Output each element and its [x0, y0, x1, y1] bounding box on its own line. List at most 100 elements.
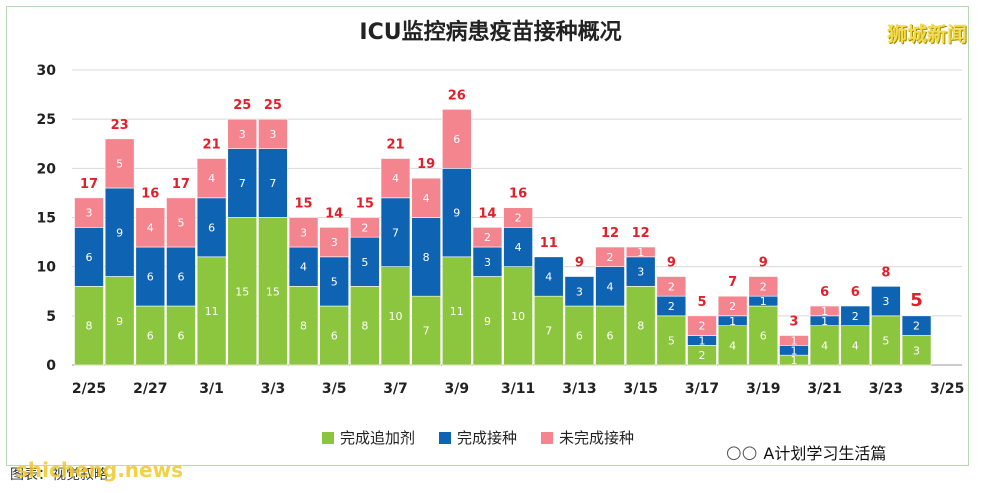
data-label-unvaccinated: 1: [637, 246, 644, 259]
total-label: 26: [448, 88, 466, 103]
total-label: 17: [80, 177, 98, 192]
bar-segment-booster: [656, 315, 687, 366]
bar-segment-unvaccinated: [472, 227, 503, 248]
data-label-booster: 9: [116, 315, 123, 328]
total-label: 9: [667, 256, 676, 271]
data-label-unvaccinated: 3: [239, 128, 246, 141]
bar-segment-booster: [901, 335, 932, 366]
data-label-vaccinated: 7: [392, 226, 399, 239]
data-label-vaccinated: 2: [668, 300, 675, 313]
total-label: 5: [697, 295, 706, 310]
bar-segment-unvaccinated: [350, 217, 380, 238]
total-label: 12: [601, 226, 619, 241]
bar-segment-unvaccinated: [258, 118, 288, 149]
data-label-vaccinated: 2: [913, 320, 920, 333]
bar-segment-vaccinated: [595, 266, 625, 307]
bar-segment-vaccinated: [135, 246, 166, 307]
y-tick-label: 10: [37, 260, 57, 276]
bar-segment-vaccinated: [441, 168, 472, 258]
data-label-booster: 6: [147, 330, 154, 343]
data-label-vaccinated: 3: [882, 295, 889, 308]
data-label-unvaccinated: 2: [699, 320, 706, 333]
bar-segment-booster: [533, 295, 564, 366]
data-label-unvaccinated: 1: [790, 334, 797, 347]
bar-segment-booster: [748, 305, 779, 366]
data-label-booster: 4: [821, 339, 828, 352]
brand-logo: 狮城新闻: [887, 22, 967, 46]
x-tick-label: 3/11: [501, 381, 535, 397]
data-label-unvaccinated: 4: [392, 172, 399, 185]
legend-label-booster: 完成追加剂: [340, 429, 416, 447]
data-label-unvaccinated: 3: [300, 226, 307, 239]
bar-segment-booster: [350, 286, 380, 366]
total-label: 7: [728, 275, 737, 290]
data-label-unvaccinated: 5: [116, 157, 123, 170]
data-label-unvaccinated: 4: [208, 172, 215, 185]
data-label-booster: 4: [729, 339, 736, 352]
bar-segment-vaccinated: [411, 217, 441, 297]
x-tick-label: 2/27: [133, 381, 167, 397]
total-label: 16: [509, 187, 527, 202]
x-tick-label: 3/9: [444, 381, 469, 397]
data-label-booster: 10: [511, 310, 525, 323]
y-tick-label: 5: [46, 309, 56, 325]
data-label-vaccinated: 6: [86, 251, 93, 264]
data-label-vaccinated: 3: [484, 256, 491, 269]
legend-label-unvaccinated: 未完成接种: [559, 429, 635, 447]
bar-segment-booster: [717, 325, 748, 366]
y-tick-label: 15: [37, 211, 56, 227]
total-label: 12: [632, 226, 650, 241]
bar-segment-unvaccinated: [227, 118, 258, 149]
legend: 完成追加剂 完成接种 未完成接种: [322, 427, 634, 448]
data-label-vaccinated: 3: [576, 285, 583, 298]
bar-segment-booster: [104, 276, 135, 366]
bar-segment-vaccinated: [319, 256, 350, 307]
bar-segment-unvaccinated: [503, 207, 533, 228]
bar-segment-booster: [258, 217, 288, 366]
x-tick-label: 3/17: [685, 381, 719, 397]
data-label-unvaccinated: 2: [760, 280, 767, 293]
total-label: 8: [881, 265, 890, 280]
data-label-vaccinated: 9: [453, 207, 460, 220]
total-label: 5: [910, 290, 923, 311]
y-tick-label: 25: [37, 112, 56, 128]
legend-label-vaccinated: 完成接种: [457, 429, 518, 447]
bar-segment-vaccinated: [74, 227, 104, 287]
bar-segment-unvaccinated: [104, 138, 135, 189]
data-label-vaccinated: 9: [116, 226, 123, 239]
bar-segment-booster: [472, 276, 503, 366]
bar-segment-unvaccinated: [595, 246, 625, 267]
data-label-vaccinated: 6: [177, 271, 184, 284]
data-label-unvaccinated: 2: [729, 300, 736, 313]
data-label-vaccinated: 1: [729, 315, 736, 328]
data-label-booster: 11: [205, 305, 219, 318]
bar-segment-booster: [595, 305, 625, 366]
bar-segment-booster: [503, 266, 533, 366]
x-tick-label: 3/7: [383, 381, 408, 397]
y-tick-label: 0: [46, 358, 56, 374]
data-label-unvaccinated: 1: [821, 305, 828, 318]
bar-segment-booster: [227, 217, 258, 366]
data-label-booster: 2: [699, 349, 706, 362]
data-label-booster: 4: [852, 339, 859, 352]
total-label: 14: [478, 206, 496, 221]
data-label-unvaccinated: 2: [484, 231, 491, 244]
data-label-booster: 9: [484, 315, 491, 328]
total-label: 25: [233, 98, 251, 113]
data-label-booster: 5: [882, 334, 889, 347]
bar-segment-vaccinated: [503, 227, 533, 267]
total-label: 9: [759, 256, 768, 271]
bar-segment-booster: [871, 315, 901, 366]
legend-swatch-vaccinated: [439, 431, 452, 444]
data-label-booster: 6: [576, 330, 583, 343]
data-label-vaccinated: 8: [423, 251, 430, 264]
data-label-vaccinated: 1: [760, 295, 767, 308]
bar-segment-booster: [288, 286, 319, 366]
x-tick-label: 3/21: [807, 381, 841, 397]
total-label: 11: [540, 236, 558, 251]
legend-item-vaccinated: 完成接种: [439, 427, 517, 448]
bar-segment-booster: [441, 256, 472, 366]
bar-segment-vaccinated: [196, 197, 227, 258]
bar-segment-vaccinated: [227, 148, 258, 218]
data-label-vaccinated: 7: [269, 177, 276, 190]
